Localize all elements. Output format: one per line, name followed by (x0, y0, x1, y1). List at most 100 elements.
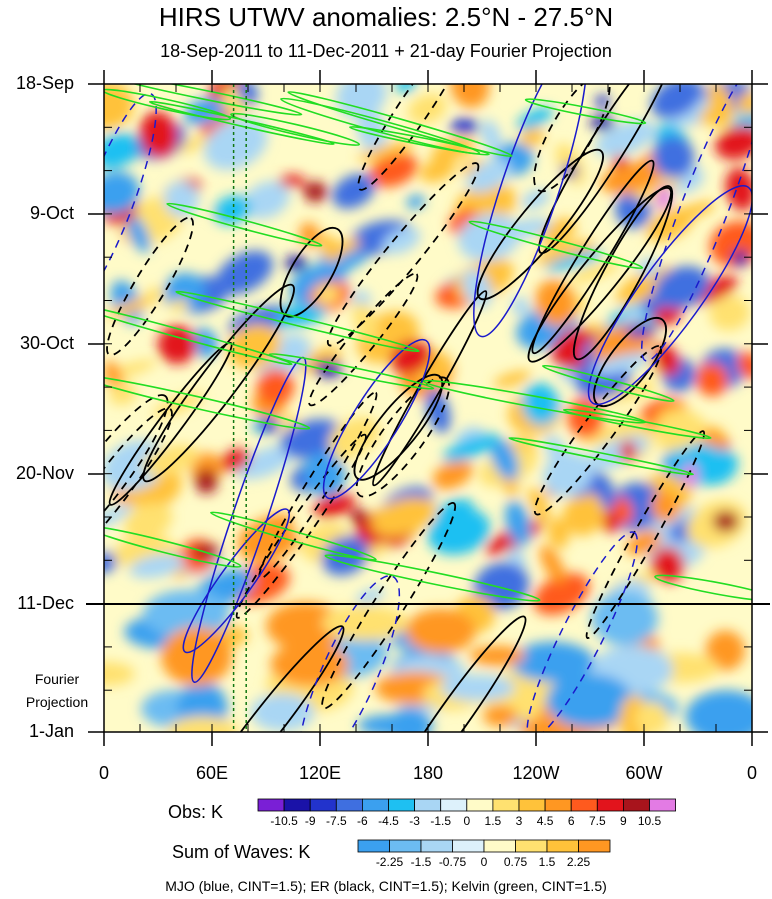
kelvin-contour (104, 374, 311, 430)
obs-anomaly-blob (256, 368, 295, 406)
obs-colorbar-swatch (623, 798, 650, 812)
obs-colorbar-label: -7.5 (325, 814, 347, 828)
mjo-contour (587, 185, 752, 406)
x-tick-label: 60E (195, 763, 229, 783)
waves-colorbar-swatch (357, 839, 390, 853)
obs-anomaly-blob (591, 352, 652, 375)
obs-anomaly-blob (650, 491, 679, 523)
obs-colorbar-title: Obs: K (168, 802, 224, 822)
waves-colorbar-label: -0.75 (438, 855, 467, 869)
kelvin-contour (175, 290, 420, 353)
obs-anomaly-blob (655, 410, 707, 454)
obs-colorbar-swatch (466, 798, 494, 812)
obs-anomaly-blob (511, 297, 530, 316)
y-projection-label-2: Projection (25, 694, 89, 710)
obs-colorbar-swatch (335, 798, 363, 812)
kelvin-contour (468, 220, 644, 270)
obs-colorbar-label: -4.5 (378, 814, 399, 828)
er-contour (355, 376, 451, 498)
x-tick-label: 120E (298, 763, 342, 783)
obs-anomaly-blob (321, 535, 369, 576)
waves-anomaly-blob (685, 690, 752, 732)
mjo-contour (640, 84, 752, 362)
kelvin-contour (166, 202, 323, 247)
kelvin-contour (268, 353, 435, 390)
obs-anomaly-blob (369, 153, 418, 188)
waves-anomaly-blob (266, 601, 345, 651)
obs-anomaly-blob (709, 220, 752, 268)
obs-anomaly-blob (595, 120, 656, 157)
er-contour (106, 216, 194, 357)
y-projection-label-1: Fourier (34, 671, 80, 687)
obs-anomaly-core (619, 440, 637, 462)
y-tick-label: 30-Oct (19, 333, 74, 353)
x-tick-label: 120W (512, 763, 560, 783)
obs-anomaly-blob (516, 107, 553, 130)
obs-anomaly-blob (670, 201, 716, 221)
waves-anomaly-blob (591, 591, 659, 646)
contour-legend-footer: MJO (blue, CINT=1.5); ER (black, CINT=1.… (165, 878, 607, 894)
waves-anomaly-blob (440, 674, 515, 702)
obs-anomaly-blob (104, 84, 134, 130)
obs-anomaly-core (350, 508, 367, 525)
er-contour (572, 185, 674, 361)
obs-anomaly-blob (493, 370, 531, 388)
obs-anomaly-core (682, 463, 698, 488)
waves-anomaly-blob (405, 608, 476, 654)
waves-colorbar-label: 0.75 (503, 855, 528, 869)
obs-anomaly-blob (169, 299, 189, 312)
kelvin-contour (287, 91, 513, 158)
kelvin-contour (541, 364, 675, 403)
obs-colorbar-swatch (414, 798, 442, 812)
obs-colorbar-label: -1.5 (430, 814, 452, 828)
kelvin-contour (280, 97, 481, 155)
obs-colorbar-swatch (309, 798, 337, 812)
obs-anomaly-blob (527, 487, 551, 523)
y-tick-label: 1-Jan (28, 721, 74, 741)
obs-anomaly-blob (709, 295, 750, 331)
obs-anomaly-blob (371, 497, 437, 537)
obs-anomaly-blob (216, 250, 273, 295)
obs-colorbar-swatch (257, 798, 285, 812)
obs-anomaly-core (195, 468, 218, 494)
y-tick-label: 20-Nov (15, 463, 74, 483)
obs-anomaly-blob (104, 504, 134, 533)
waves-anomaly-blob (357, 714, 435, 732)
er-contour (142, 283, 295, 483)
mjo-contour (322, 338, 431, 500)
obs-anomaly-blob (173, 136, 210, 154)
obs-anomaly-blob (707, 84, 734, 125)
kelvin-contour (104, 302, 293, 366)
waves-colorbar-swatch (389, 839, 422, 853)
waves-anomaly-blob (104, 661, 135, 687)
obs-colorbar-label: 3 (515, 814, 523, 828)
obs-anomaly-blob (319, 234, 340, 263)
x-tick-label: 60W (625, 763, 663, 783)
obs-colorbar-swatch (388, 798, 416, 812)
x-tick-label: 0 (746, 763, 757, 783)
er-contour (382, 615, 527, 732)
chart-subtitle: 18-Sep-2011 to 11-Dec-2011 + 21-day Four… (160, 41, 612, 61)
obs-anomaly-blob (626, 530, 662, 556)
obs-anomaly-blob (139, 111, 178, 157)
obs-anomaly-blob (329, 417, 380, 456)
obs-anomaly-blob (725, 167, 752, 211)
obs-anomaly-blob (220, 448, 251, 472)
waves-colorbar-label: 0 (480, 855, 488, 869)
obs-anomaly-blob (227, 324, 281, 369)
waves-anomaly-blob (510, 641, 595, 683)
er-contour (585, 430, 706, 639)
kelvin-contour (654, 574, 752, 602)
kelvin-contour (349, 125, 490, 156)
er-contour (326, 162, 480, 347)
er-contour (104, 394, 169, 560)
waves-colorbar-swatch (483, 839, 516, 853)
waves-colorbar-label: 1.5 (538, 855, 556, 869)
waves-anomaly-blob (545, 673, 634, 728)
kelvin-contour (230, 112, 361, 146)
obs-anomaly-blob (104, 132, 138, 169)
obs-anomaly-blob (539, 545, 566, 584)
obs-anomaly-blob (442, 433, 499, 463)
obs-anomaly-blob (355, 588, 385, 605)
waves-colorbar-swatch (578, 839, 611, 853)
